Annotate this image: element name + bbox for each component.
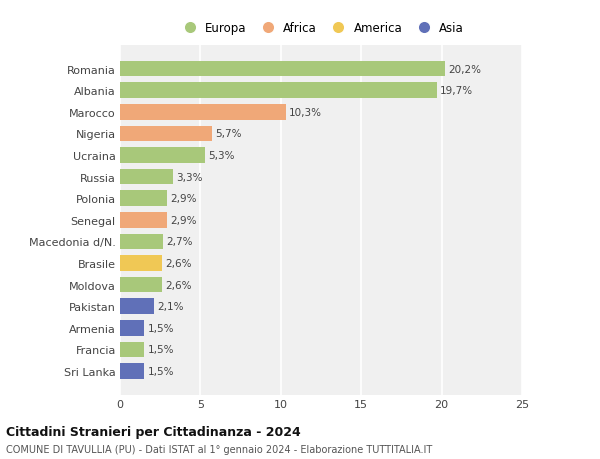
Bar	[120, 126, 212, 142]
Bar	[120, 277, 162, 293]
Text: 1,5%: 1,5%	[148, 366, 174, 376]
Bar	[120, 256, 162, 271]
Text: COMUNE DI TAVULLIA (PU) - Dati ISTAT al 1° gennaio 2024 - Elaborazione TUTTITALI: COMUNE DI TAVULLIA (PU) - Dati ISTAT al …	[6, 444, 432, 454]
Text: 1,5%: 1,5%	[148, 345, 174, 354]
Text: 20,2%: 20,2%	[448, 65, 481, 74]
Bar	[120, 62, 445, 77]
Bar	[120, 234, 163, 250]
Bar	[120, 191, 167, 207]
Bar	[120, 148, 205, 163]
Text: 19,7%: 19,7%	[440, 86, 473, 96]
Bar	[120, 169, 173, 185]
Bar	[120, 299, 154, 314]
Text: 5,3%: 5,3%	[208, 151, 235, 161]
Text: 2,1%: 2,1%	[157, 302, 184, 312]
Legend: Europa, Africa, America, Asia: Europa, Africa, America, Asia	[173, 17, 469, 39]
Bar	[120, 364, 144, 379]
Text: 1,5%: 1,5%	[148, 323, 174, 333]
Text: 3,3%: 3,3%	[176, 172, 203, 182]
Text: Cittadini Stranieri per Cittadinanza - 2024: Cittadini Stranieri per Cittadinanza - 2…	[6, 425, 301, 438]
Bar	[120, 320, 144, 336]
Text: 2,9%: 2,9%	[170, 194, 196, 204]
Bar	[120, 342, 144, 358]
Bar	[120, 105, 286, 120]
Text: 2,7%: 2,7%	[167, 237, 193, 247]
Text: 10,3%: 10,3%	[289, 107, 322, 118]
Bar	[120, 83, 437, 99]
Text: 5,7%: 5,7%	[215, 129, 241, 139]
Text: 2,6%: 2,6%	[165, 280, 191, 290]
Bar	[120, 213, 167, 228]
Text: 2,6%: 2,6%	[165, 258, 191, 269]
Text: 2,9%: 2,9%	[170, 215, 196, 225]
